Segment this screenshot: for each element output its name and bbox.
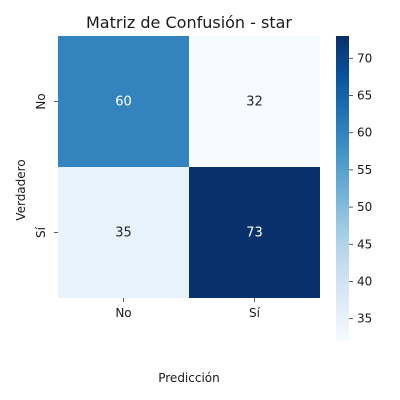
y-tick-label: Sí [34, 226, 48, 238]
colorbar-tick-label: 45 [357, 237, 372, 251]
cell-value-label: 32 [246, 95, 263, 110]
colorbar-tick-label: 55 [357, 163, 372, 177]
y-tick-label: No [34, 93, 48, 109]
heatmap-cell [189, 167, 320, 298]
heatmap-cell [58, 36, 189, 167]
colorbar-tick-label: 60 [357, 126, 372, 140]
colorbar-gradient [336, 36, 349, 341]
heatmap-cell [58, 167, 189, 298]
colorbar: 35 40 45 50 55 60 65 70 [336, 36, 372, 341]
x-axis-label: Predicción [158, 371, 220, 385]
axis-ticks: No Sí No Sí [34, 93, 261, 320]
colorbar-tick-label: 70 [357, 51, 372, 65]
cell-value-label: 35 [115, 226, 132, 241]
heatmap-cell [189, 36, 320, 167]
x-tick-label: No [115, 306, 131, 320]
cell-value-label: 73 [246, 226, 263, 241]
cell-value-label: 60 [115, 95, 132, 110]
colorbar-tick-label: 35 [357, 312, 372, 326]
y-axis-label: Verdadero [14, 159, 28, 220]
x-tick-label: Sí [249, 306, 261, 320]
colorbar-tick-label: 65 [357, 89, 372, 103]
heatmap-cells: 60 32 35 73 [58, 36, 320, 298]
colorbar-tick-label: 50 [357, 200, 372, 214]
chart-title: Matriz de Confusión - star [86, 13, 292, 32]
colorbar-tick-label: 40 [357, 274, 372, 288]
